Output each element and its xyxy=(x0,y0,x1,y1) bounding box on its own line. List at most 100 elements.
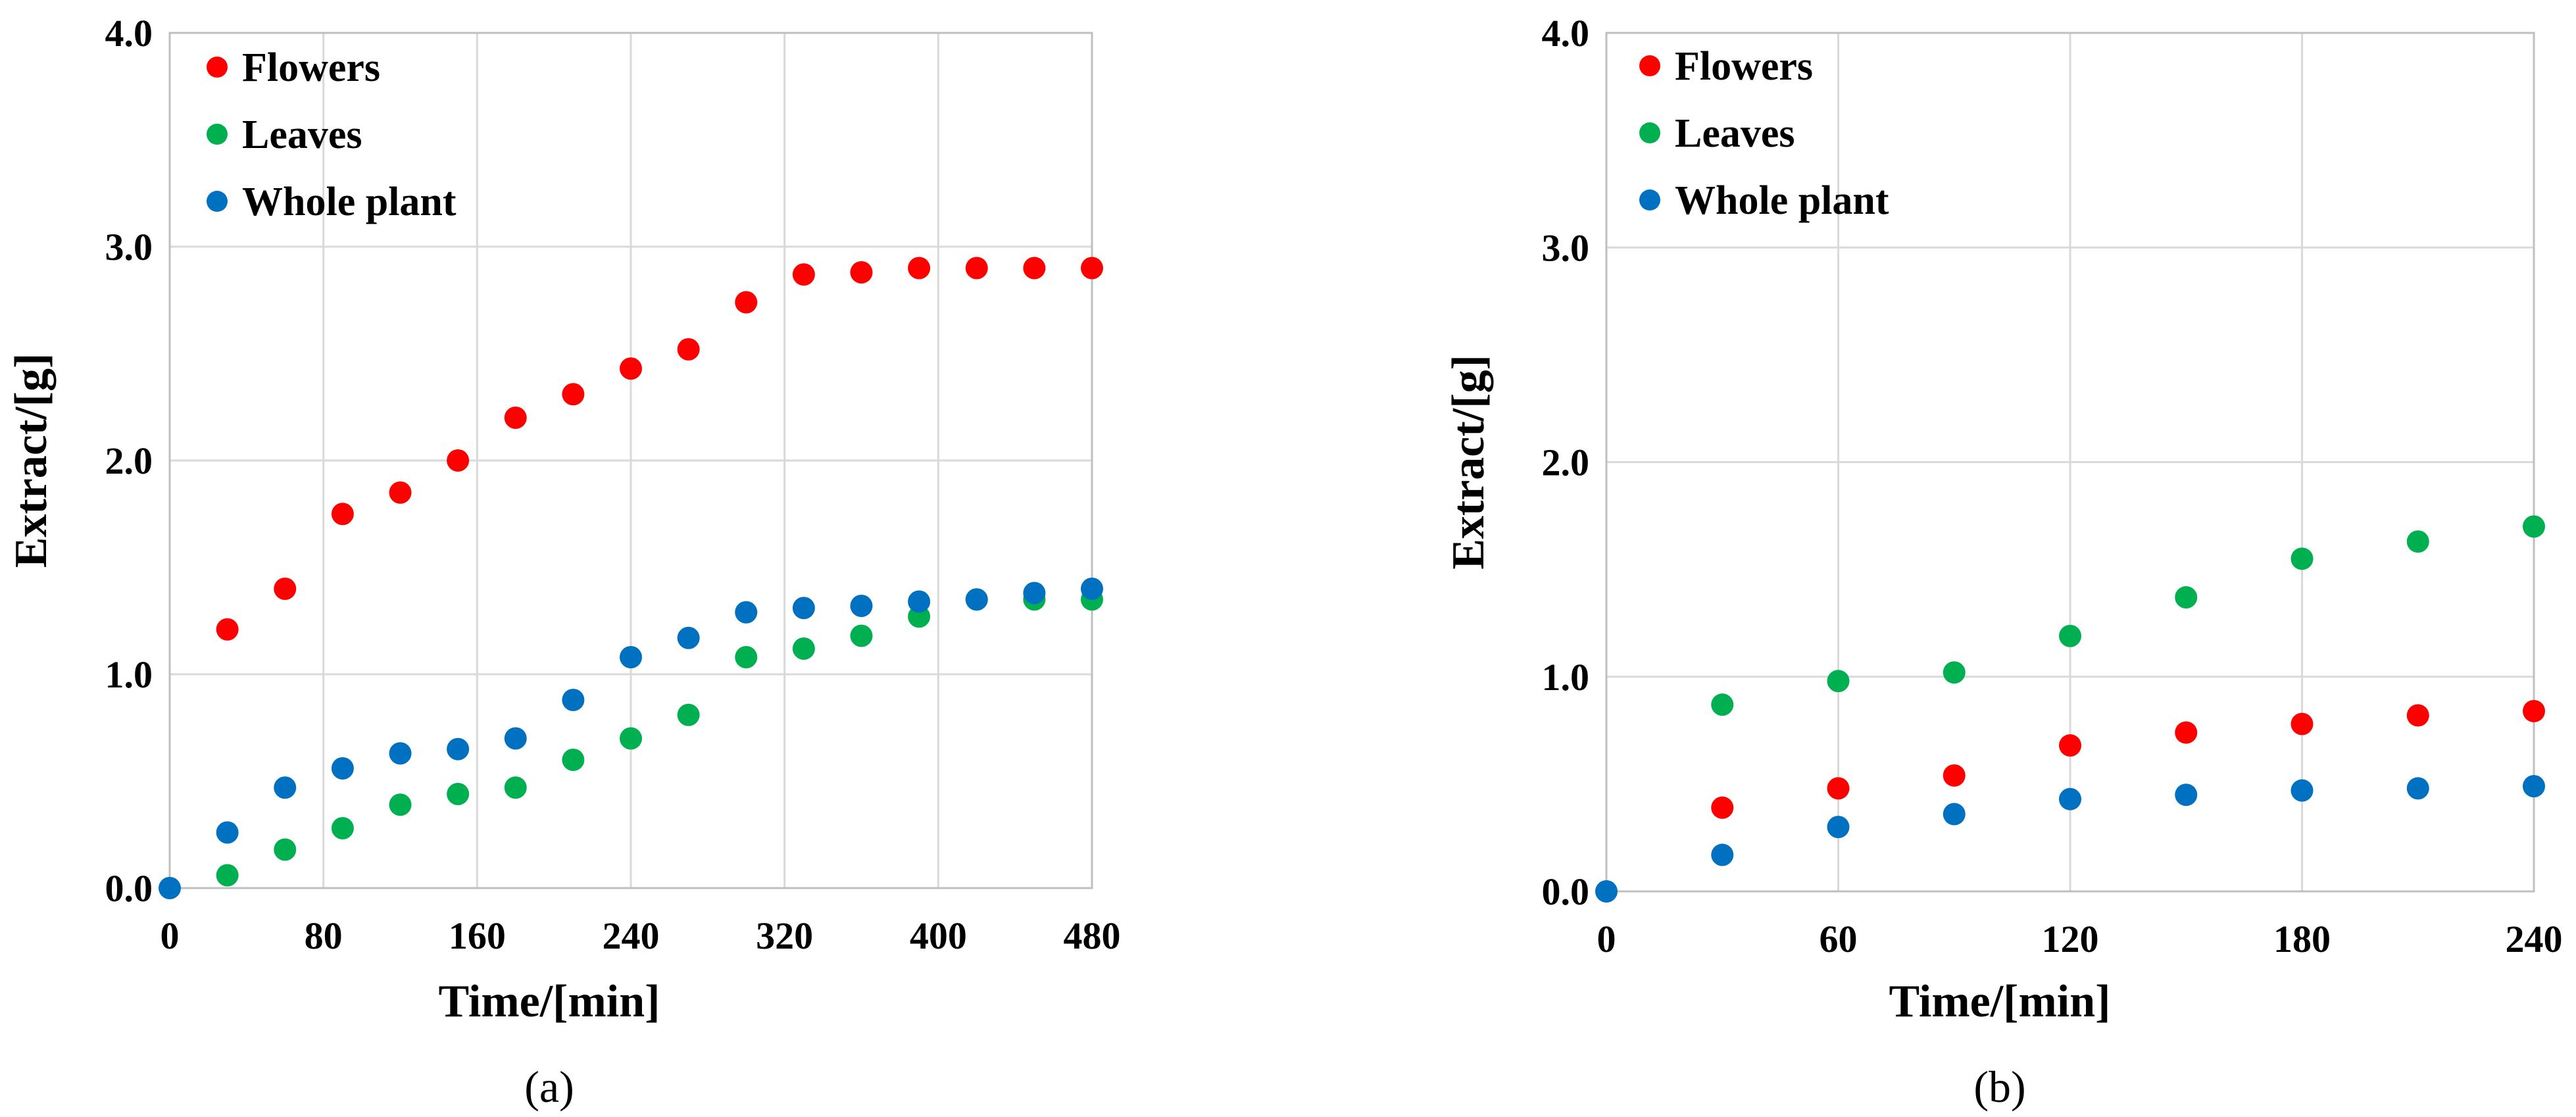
gridlines xyxy=(170,32,1093,888)
x-tick-label: 180 xyxy=(2273,918,2331,960)
data-point xyxy=(331,817,354,839)
y-tick-label: 0.0 xyxy=(1542,870,1590,913)
gridlines xyxy=(1606,32,2535,891)
data-point xyxy=(2291,712,2314,735)
data-point xyxy=(216,864,239,887)
data-point xyxy=(735,646,758,668)
series-leaves xyxy=(1711,515,2545,716)
data-point xyxy=(216,821,239,844)
data-point xyxy=(792,637,815,660)
data-point xyxy=(2175,586,2198,609)
data-point xyxy=(331,757,354,780)
x-tick-label: 240 xyxy=(2506,918,2563,960)
data-point xyxy=(1943,803,1966,826)
data-point xyxy=(620,357,642,380)
data-point xyxy=(2175,783,2198,807)
legend-label: Leaves xyxy=(242,112,362,157)
data-points xyxy=(159,257,1103,899)
data-point xyxy=(677,626,700,649)
data-point xyxy=(2406,704,2429,727)
legend-marker xyxy=(1639,122,1660,143)
data-point xyxy=(2291,547,2314,570)
data-point xyxy=(2406,777,2429,800)
legend-label: Flowers xyxy=(1675,44,1813,89)
data-point xyxy=(1023,257,1046,280)
data-point xyxy=(1081,578,1103,600)
data-point xyxy=(504,727,527,750)
data-point xyxy=(735,291,758,314)
data-point xyxy=(2523,515,2545,538)
data-point xyxy=(2175,721,2198,744)
data-point xyxy=(2291,779,2314,802)
x-tick-label: 480 xyxy=(1064,914,1121,957)
x-tick-label: 0 xyxy=(1597,918,1616,960)
series-whole-plant xyxy=(159,578,1103,899)
data-point xyxy=(1943,661,1966,684)
data-point xyxy=(216,618,239,641)
data-point xyxy=(159,877,181,899)
tick-labels: 0 60 120 180 240 0.0 1.0 2.0 3.0 4.0 xyxy=(1542,12,2563,960)
x-tick-label: 400 xyxy=(910,914,967,957)
data-point xyxy=(1827,670,1850,693)
series-whole-plant xyxy=(1595,775,2545,903)
x-tick-label: 240 xyxy=(603,914,660,957)
data-point xyxy=(792,597,815,620)
data-point xyxy=(389,742,412,765)
data-point xyxy=(850,624,873,647)
x-axis-title: Time/[min] xyxy=(438,976,660,1027)
data-point xyxy=(2059,734,2081,757)
data-point xyxy=(274,578,297,600)
legend-marker xyxy=(1639,189,1660,211)
data-point xyxy=(2406,530,2429,553)
legend: Flowers Leaves Whole plant xyxy=(207,45,457,224)
data-point xyxy=(1827,777,1850,800)
data-point xyxy=(389,481,412,504)
legend-label: Leaves xyxy=(1675,111,1795,156)
data-point xyxy=(447,737,470,760)
legend-label: Whole plant xyxy=(242,180,457,224)
x-tick-label: 80 xyxy=(305,914,343,957)
data-point xyxy=(504,776,527,799)
plot-area-frame xyxy=(1605,32,2535,893)
y-axis-title: Extract/[g] xyxy=(6,353,57,568)
y-tick-label: 2.0 xyxy=(1542,441,1590,484)
data-point xyxy=(2059,787,2081,810)
legend-marker xyxy=(1639,55,1660,76)
x-tick-label: 120 xyxy=(2042,918,2099,960)
data-point xyxy=(562,689,585,711)
data-point xyxy=(274,776,297,799)
data-point xyxy=(792,263,815,286)
y-tick-label: 1.0 xyxy=(1542,656,1590,699)
panel-label: (b) xyxy=(1973,1062,2025,1112)
data-point xyxy=(1711,693,1734,716)
y-axis-title: Extract/[g] xyxy=(1443,355,1494,570)
data-point xyxy=(1023,582,1046,605)
legend-marker xyxy=(207,191,228,212)
x-tick-label: 60 xyxy=(1820,918,1858,960)
data-point xyxy=(1711,843,1734,866)
data-point xyxy=(677,703,700,726)
data-point xyxy=(908,257,931,280)
data-point xyxy=(447,449,470,472)
data-point xyxy=(389,793,412,816)
data-point xyxy=(850,261,873,284)
data-point xyxy=(1827,816,1850,839)
plot-area-frame xyxy=(168,32,1093,889)
data-point xyxy=(1595,880,1618,903)
data-point xyxy=(331,503,354,526)
data-point xyxy=(850,595,873,617)
data-point xyxy=(1943,764,1966,787)
data-point xyxy=(274,838,297,861)
data-point xyxy=(1711,796,1734,819)
y-tick-label: 1.0 xyxy=(105,653,153,696)
data-point xyxy=(2523,775,2545,798)
tick-labels: 0 80 160 240 320 400 480 0.0 1.0 2.0 3.0 4.0 xyxy=(105,12,1121,957)
series-flowers xyxy=(1711,699,2545,819)
x-tick-label: 0 xyxy=(161,914,180,957)
chart-panel-b: 0 60 120 180 240 0.0 1.0 2.0 3.0 4.0 Time/[min] Ext… xyxy=(1443,12,2563,1112)
data-point xyxy=(1081,257,1103,280)
data-point xyxy=(620,727,642,750)
x-tick-label: 320 xyxy=(756,914,813,957)
series-leaves xyxy=(216,588,1103,887)
